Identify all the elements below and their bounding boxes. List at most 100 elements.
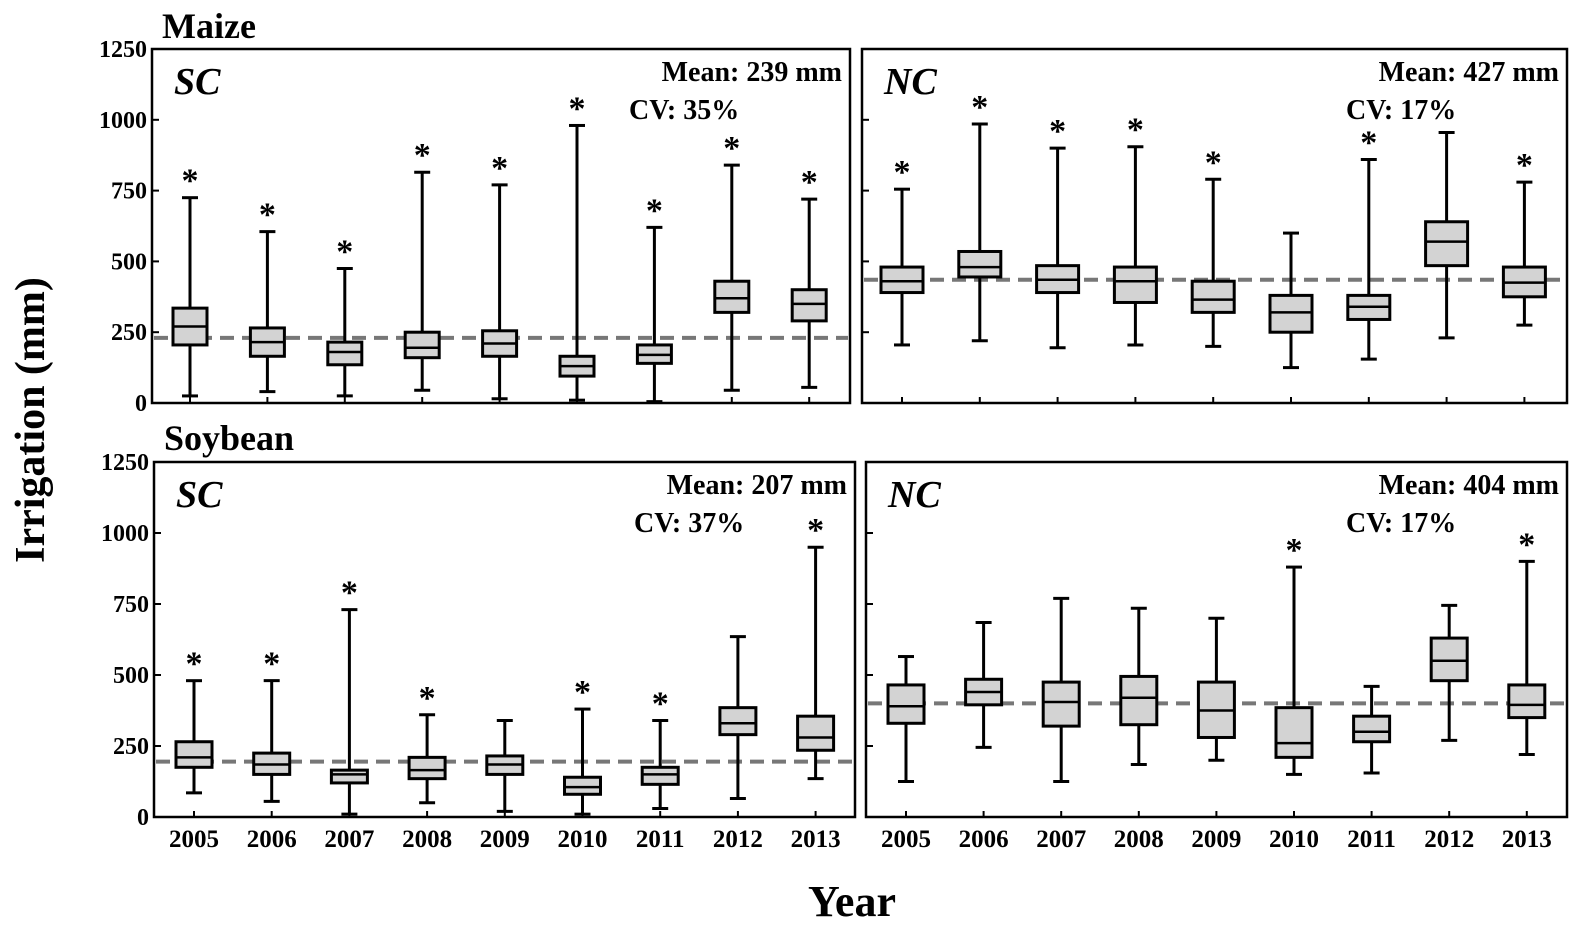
iqr-box bbox=[1429, 636, 1469, 683]
y-axis-label: Irrigation (mm) bbox=[8, 277, 54, 563]
y-tick-label: 750 bbox=[111, 179, 147, 205]
outlier-marker: * bbox=[652, 685, 669, 722]
cv-annotation: CV: 37% bbox=[634, 508, 744, 539]
panels-group: 0 250 500 750 1000 1250 * * * * * * * * * SC Mean: 239 m… bbox=[99, 37, 1569, 853]
box-2011: * 2011 bbox=[636, 685, 685, 853]
box-2012: 2012 bbox=[1424, 603, 1474, 853]
box-2012 bbox=[1424, 131, 1470, 403]
box-2011: 2011 bbox=[1347, 684, 1396, 853]
outlier-marker: * bbox=[1516, 147, 1533, 184]
box-2007: * bbox=[1035, 113, 1081, 403]
iqr-box bbox=[796, 714, 836, 752]
x-tick-label: 2012 bbox=[713, 826, 763, 853]
cv-annotation: CV: 35% bbox=[629, 95, 739, 126]
x-tick-label: 2009 bbox=[1191, 826, 1241, 853]
iqr-box bbox=[1190, 279, 1236, 314]
x-axis-label: Year bbox=[808, 877, 896, 926]
row-title-maize: Maize bbox=[162, 6, 256, 46]
iqr-box bbox=[1119, 674, 1159, 727]
outlier-marker: * bbox=[419, 680, 436, 717]
outlier-marker: * bbox=[801, 164, 818, 201]
x-tick-label: 2011 bbox=[636, 826, 685, 853]
box-2007: * bbox=[326, 233, 364, 403]
x-tick-label: 2005 bbox=[169, 826, 219, 853]
outlier-marker: * bbox=[971, 89, 988, 126]
y-tick-label: 1000 bbox=[99, 108, 147, 134]
box-2011: * bbox=[635, 192, 673, 404]
box-2012: 2012 bbox=[713, 635, 763, 853]
iqr-box bbox=[403, 330, 441, 360]
x-tick-label: 2011 bbox=[1347, 826, 1396, 853]
outlier-marker: * bbox=[574, 674, 591, 711]
box-2010: * 2010 bbox=[1269, 532, 1319, 853]
iqr-box bbox=[718, 706, 758, 737]
x-tick-label: 2007 bbox=[1036, 826, 1086, 853]
box-2010 bbox=[1268, 231, 1314, 403]
x-tick-label: 2007 bbox=[324, 826, 374, 853]
cv-annotation: CV: 17% bbox=[1346, 95, 1456, 126]
outlier-marker: * bbox=[1127, 112, 1144, 149]
outlier-marker: * bbox=[894, 154, 911, 191]
outlier-marker: * bbox=[186, 646, 203, 683]
outlier-marker: * bbox=[341, 575, 358, 612]
panel-frame bbox=[860, 47, 1569, 405]
box-2005: 2005 bbox=[881, 655, 931, 853]
y-tick-label: 1000 bbox=[101, 521, 149, 547]
y-tick-label: 250 bbox=[111, 320, 147, 346]
y-tick-label: 250 bbox=[113, 734, 149, 760]
outlier-marker: * bbox=[807, 512, 824, 549]
box-2009: 2009 bbox=[1191, 616, 1241, 853]
box-2010: * bbox=[558, 90, 596, 403]
box-2006: * bbox=[957, 89, 1003, 403]
x-tick-label: 2010 bbox=[558, 826, 608, 853]
outlier-marker: * bbox=[1049, 113, 1066, 150]
y-tick-label: 0 bbox=[135, 391, 147, 417]
box-2006: 2006 bbox=[959, 620, 1009, 853]
x-tick-label: 2008 bbox=[1114, 826, 1164, 853]
mean-annotation: Mean: 239 mm bbox=[662, 57, 842, 88]
iqr-box bbox=[790, 288, 828, 323]
iqr-box bbox=[1112, 265, 1158, 304]
y-tick-label: 500 bbox=[113, 663, 149, 689]
box-2013: * 2013 bbox=[1502, 526, 1552, 853]
iqr-box bbox=[563, 775, 602, 796]
box-2009: * bbox=[1190, 144, 1236, 403]
panel-frame bbox=[150, 47, 852, 405]
iqr-box bbox=[1268, 293, 1314, 334]
iqr-box bbox=[407, 755, 447, 781]
x-tick-label: 2005 bbox=[881, 826, 931, 853]
box-2007: 2007 bbox=[1036, 596, 1086, 853]
iqr-box bbox=[174, 740, 214, 769]
y-tick-label: 500 bbox=[111, 249, 147, 275]
box-2009: * bbox=[481, 150, 519, 403]
iqr-box bbox=[329, 768, 369, 785]
iqr-box bbox=[640, 765, 680, 786]
x-tick-label: 2009 bbox=[480, 826, 530, 853]
outlier-marker: * bbox=[646, 192, 663, 229]
iqr-box bbox=[879, 265, 925, 295]
iqr-box bbox=[1041, 680, 1081, 728]
box-2013: * bbox=[1501, 147, 1547, 403]
panel-soybean-sc: 0 250 500 750 1000 1250 * 2005 * 2006 * 2007 * 2008 20… bbox=[101, 450, 857, 853]
outlier-marker: * bbox=[182, 163, 199, 200]
iqr-box bbox=[886, 683, 926, 725]
outlier-marker: * bbox=[336, 233, 353, 270]
box-2008: * bbox=[403, 137, 441, 403]
iqr-box bbox=[326, 340, 364, 367]
box-2005: * 2005 bbox=[169, 646, 219, 853]
box-2012: * bbox=[713, 130, 751, 403]
x-tick-label: 2013 bbox=[1502, 826, 1552, 853]
mean-annotation: Mean: 207 mm bbox=[667, 470, 847, 501]
x-tick-label: 2013 bbox=[791, 826, 841, 853]
iqr-box bbox=[1352, 714, 1392, 744]
box-2013: * bbox=[790, 164, 828, 403]
mean-annotation: Mean: 427 mm bbox=[1379, 57, 1559, 88]
outlier-marker: * bbox=[259, 197, 276, 234]
box-2010: * 2010 bbox=[558, 674, 608, 853]
region-label: SC bbox=[174, 61, 221, 103]
box-2006: * 2006 bbox=[247, 646, 297, 853]
panel-maize-nc: * * * * * * * NC Mean: 427 mm CV: 17% bbox=[860, 47, 1569, 405]
iqr-box bbox=[1507, 683, 1547, 720]
iqr-box bbox=[1424, 220, 1470, 268]
